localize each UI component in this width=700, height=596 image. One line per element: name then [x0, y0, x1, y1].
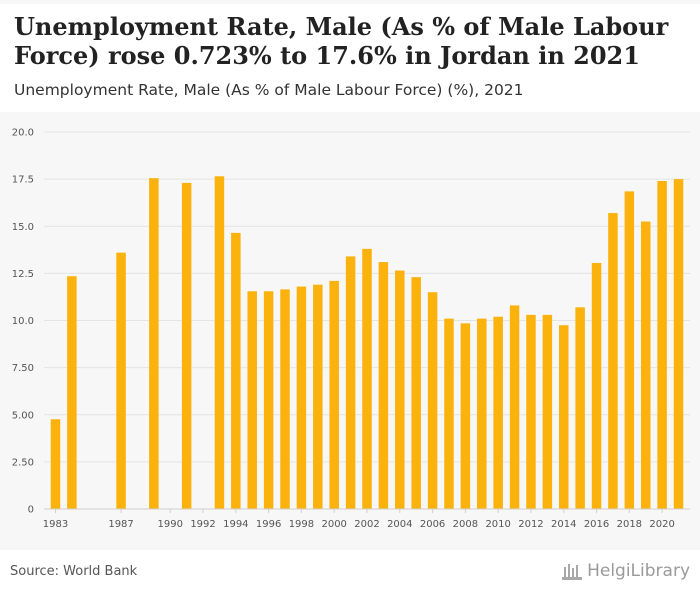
x-tick-label: 2008 — [453, 519, 478, 530]
x-tick-label: 2006 — [420, 519, 445, 530]
y-tick-label: 10.0 — [12, 316, 34, 327]
library-icon — [562, 564, 583, 580]
y-tick-label: 20.0 — [12, 128, 34, 139]
bar-1991[interactable] — [181, 182, 192, 509]
bar-2016[interactable] — [591, 263, 602, 509]
bar-2019[interactable] — [640, 221, 651, 509]
bar-1999[interactable] — [313, 284, 323, 509]
x-tick-label: 1998 — [289, 519, 314, 530]
bar-1983[interactable] — [50, 419, 61, 509]
x-tick-label: 2018 — [617, 519, 642, 530]
x-tick-label: 2012 — [518, 519, 543, 530]
bar-2004[interactable] — [395, 270, 405, 509]
x-tick-label: 1990 — [158, 519, 183, 530]
bar-1994[interactable] — [231, 232, 241, 509]
bar-2014[interactable] — [559, 325, 569, 509]
x-tick-label: 2016 — [584, 519, 609, 530]
y-tick-label: 5.00 — [12, 410, 34, 421]
bar-chart: 0 2.50 5.00 7.50 10.0 12.5 15.0 17.5 20.0 1983 198… — [12, 128, 690, 530]
x-tick-label: 2000 — [321, 519, 346, 530]
bar-2020[interactable] — [657, 181, 667, 509]
chart-subtitle: Unemployment Rate, Male (As % of Male La… — [14, 81, 524, 99]
bar-1984[interactable] — [67, 276, 77, 509]
chart-title: Unemployment Rate, Male (As % of Male La… — [14, 12, 669, 70]
bar-1995[interactable] — [247, 291, 257, 509]
x-tick-label: 1992 — [190, 519, 215, 530]
bar-2015[interactable] — [575, 307, 585, 509]
chart-area: 0 2.50 5.00 7.50 10.0 12.5 15.0 17.5 20.0 1983 198… — [0, 112, 700, 550]
bar-1996[interactable] — [263, 291, 274, 509]
bar-2010[interactable] — [493, 316, 503, 509]
y-tick-label: 12.5 — [12, 269, 34, 280]
x-tick-label: 2010 — [485, 519, 510, 530]
x-tick-label: 2004 — [387, 519, 412, 530]
bar-2009[interactable] — [477, 318, 487, 509]
bar-2002[interactable] — [362, 248, 372, 509]
brand-logo: HelgiLibrary — [561, 561, 690, 581]
x-tick-label: 2002 — [354, 519, 379, 530]
bar-2006[interactable] — [427, 292, 438, 509]
x-tick-label: 2020 — [649, 519, 674, 530]
bar-2017[interactable] — [608, 213, 618, 509]
bar-2007[interactable] — [444, 318, 454, 509]
bar-2005[interactable] — [411, 277, 421, 509]
bar-2000[interactable] — [329, 280, 339, 509]
y-tick-label: 0 — [28, 505, 34, 516]
bar-2011[interactable] — [509, 305, 520, 509]
x-tick-label: 1987 — [108, 519, 133, 530]
bar-1998[interactable] — [296, 286, 307, 509]
x-tick-label: 1983 — [43, 519, 68, 530]
bar-1989[interactable] — [149, 178, 159, 509]
bar-1997[interactable] — [280, 289, 290, 509]
bar-2013[interactable] — [542, 314, 553, 509]
y-tick-label: 15.0 — [12, 222, 34, 233]
x-tick-label: 1994 — [223, 519, 248, 530]
x-tick-label: 1996 — [256, 519, 281, 530]
x-tick-label: 2014 — [551, 519, 576, 530]
bar-2008[interactable] — [460, 323, 471, 509]
top-bar — [0, 0, 700, 4]
bar-2001[interactable] — [345, 256, 356, 509]
bar-2003[interactable] — [378, 262, 389, 509]
y-tick-label: 2.50 — [12, 457, 34, 468]
bar-2021[interactable] — [673, 179, 684, 509]
bar-2018[interactable] — [624, 191, 635, 509]
brand-name: HelgiLibrary — [587, 561, 690, 581]
bar-2012[interactable] — [526, 314, 536, 509]
y-tick-label: 7.50 — [12, 363, 34, 374]
source-note: Source: World Bank — [10, 564, 138, 579]
bar-1987[interactable] — [116, 252, 126, 509]
bar-1993[interactable] — [214, 176, 225, 510]
y-tick-label: 17.5 — [12, 175, 34, 186]
